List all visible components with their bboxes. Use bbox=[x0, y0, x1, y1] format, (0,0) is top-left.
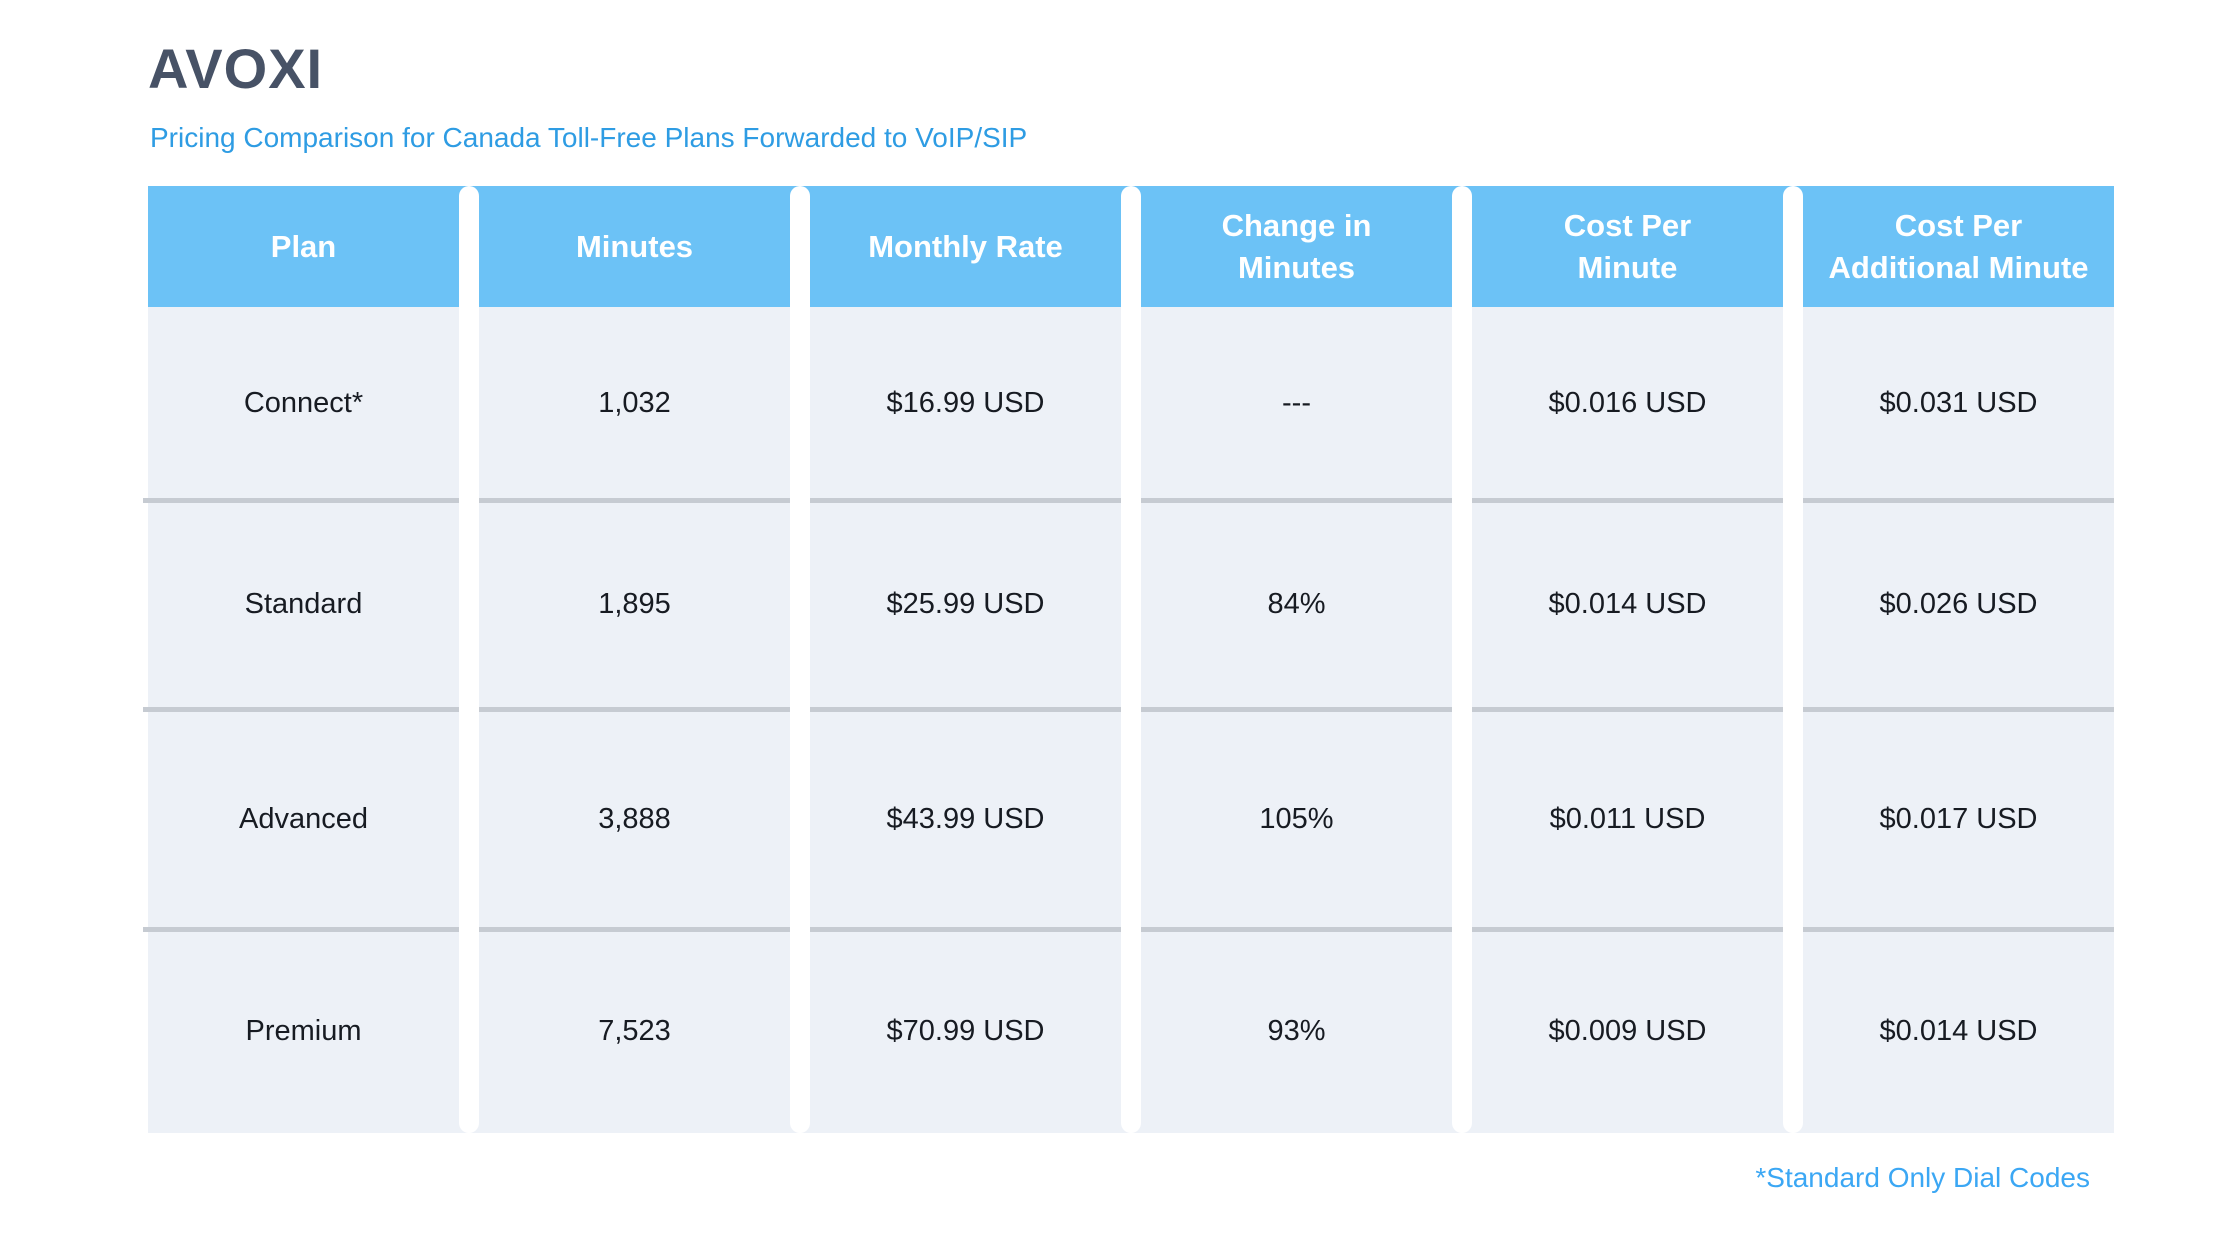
cell-cpm-premium: $0.009 USD bbox=[1548, 1014, 1707, 1047]
column-header-cost-per-minute: Cost Per Minute bbox=[1563, 207, 1692, 285]
pricing-table: Plan Connect* Standard Advanced Premium … bbox=[143, 186, 2114, 1133]
cell-minutes-standard: 1,895 bbox=[598, 588, 671, 620]
column-change-in-minutes: Change in Minutes --- 84% 105% 93% bbox=[1141, 186, 1452, 1133]
column-header-change-in-minutes: Change in Minutes bbox=[1221, 207, 1372, 285]
column-divider bbox=[459, 186, 479, 1133]
brand-title: AVOXI bbox=[148, 37, 324, 100]
cell-plan-connect: Connect* bbox=[243, 387, 364, 419]
column-header-cost-per-additional-minute: Cost Per Additional Minute bbox=[1828, 207, 2089, 285]
column-divider bbox=[790, 186, 810, 1133]
cell-minutes-advanced: 3,888 bbox=[598, 802, 671, 835]
column-divider bbox=[1452, 186, 1472, 1133]
cell-cpm-connect: $0.016 USD bbox=[1548, 387, 1707, 419]
column-header-monthly-rate: Monthly Rate bbox=[868, 228, 1063, 264]
cell-plan-premium: Premium bbox=[245, 1014, 362, 1047]
cell-monthly-rate-advanced: $43.99 USD bbox=[886, 802, 1045, 835]
table-columns: Plan Connect* Standard Advanced Premium … bbox=[148, 186, 2114, 1133]
footnote: *Standard Only Dial Codes bbox=[1755, 1162, 2090, 1193]
cell-cpam-connect: $0.031 USD bbox=[1879, 387, 2038, 419]
column-plan: Plan Connect* Standard Advanced Premium bbox=[148, 186, 459, 1133]
column-divider bbox=[1121, 186, 1141, 1133]
cell-monthly-rate-premium: $70.99 USD bbox=[886, 1014, 1045, 1047]
cell-minutes-connect: 1,032 bbox=[598, 387, 671, 419]
column-cost-per-additional-minute: Cost Per Additional Minute $0.031 USD $0… bbox=[1803, 186, 2114, 1133]
cell-cpam-standard: $0.026 USD bbox=[1879, 588, 2038, 620]
column-minutes: Minutes 1,032 1,895 3,888 7,523 bbox=[479, 186, 790, 1133]
column-header-plan: Plan bbox=[270, 228, 337, 264]
cell-cpm-standard: $0.014 USD bbox=[1548, 588, 1707, 620]
cell-monthly-rate-standard: $25.99 USD bbox=[886, 588, 1045, 620]
cell-change-connect: --- bbox=[1282, 387, 1311, 419]
cell-plan-standard: Standard bbox=[244, 588, 363, 620]
column-monthly-rate: Monthly Rate $16.99 USD $25.99 USD $43.9… bbox=[810, 186, 1121, 1133]
cell-cpam-advanced: $0.017 USD bbox=[1879, 802, 2038, 835]
cell-cpam-premium: $0.014 USD bbox=[1879, 1014, 2038, 1047]
cell-monthly-rate-connect: $16.99 USD bbox=[886, 387, 1045, 419]
cell-change-standard: 84% bbox=[1267, 588, 1326, 620]
cell-cpm-advanced: $0.011 USD bbox=[1549, 802, 1706, 835]
cell-change-premium: 93% bbox=[1267, 1014, 1326, 1047]
cell-change-advanced: 105% bbox=[1259, 802, 1334, 835]
page-subtitle: Pricing Comparison for Canada Toll-Free … bbox=[150, 122, 1028, 153]
column-divider bbox=[1783, 186, 1803, 1133]
cell-minutes-premium: 7,523 bbox=[598, 1014, 671, 1047]
cell-plan-advanced: Advanced bbox=[239, 802, 368, 835]
column-cost-per-minute: Cost Per Minute $0.016 USD $0.014 USD $0… bbox=[1472, 186, 1783, 1133]
column-header-minutes: Minutes bbox=[575, 228, 694, 264]
